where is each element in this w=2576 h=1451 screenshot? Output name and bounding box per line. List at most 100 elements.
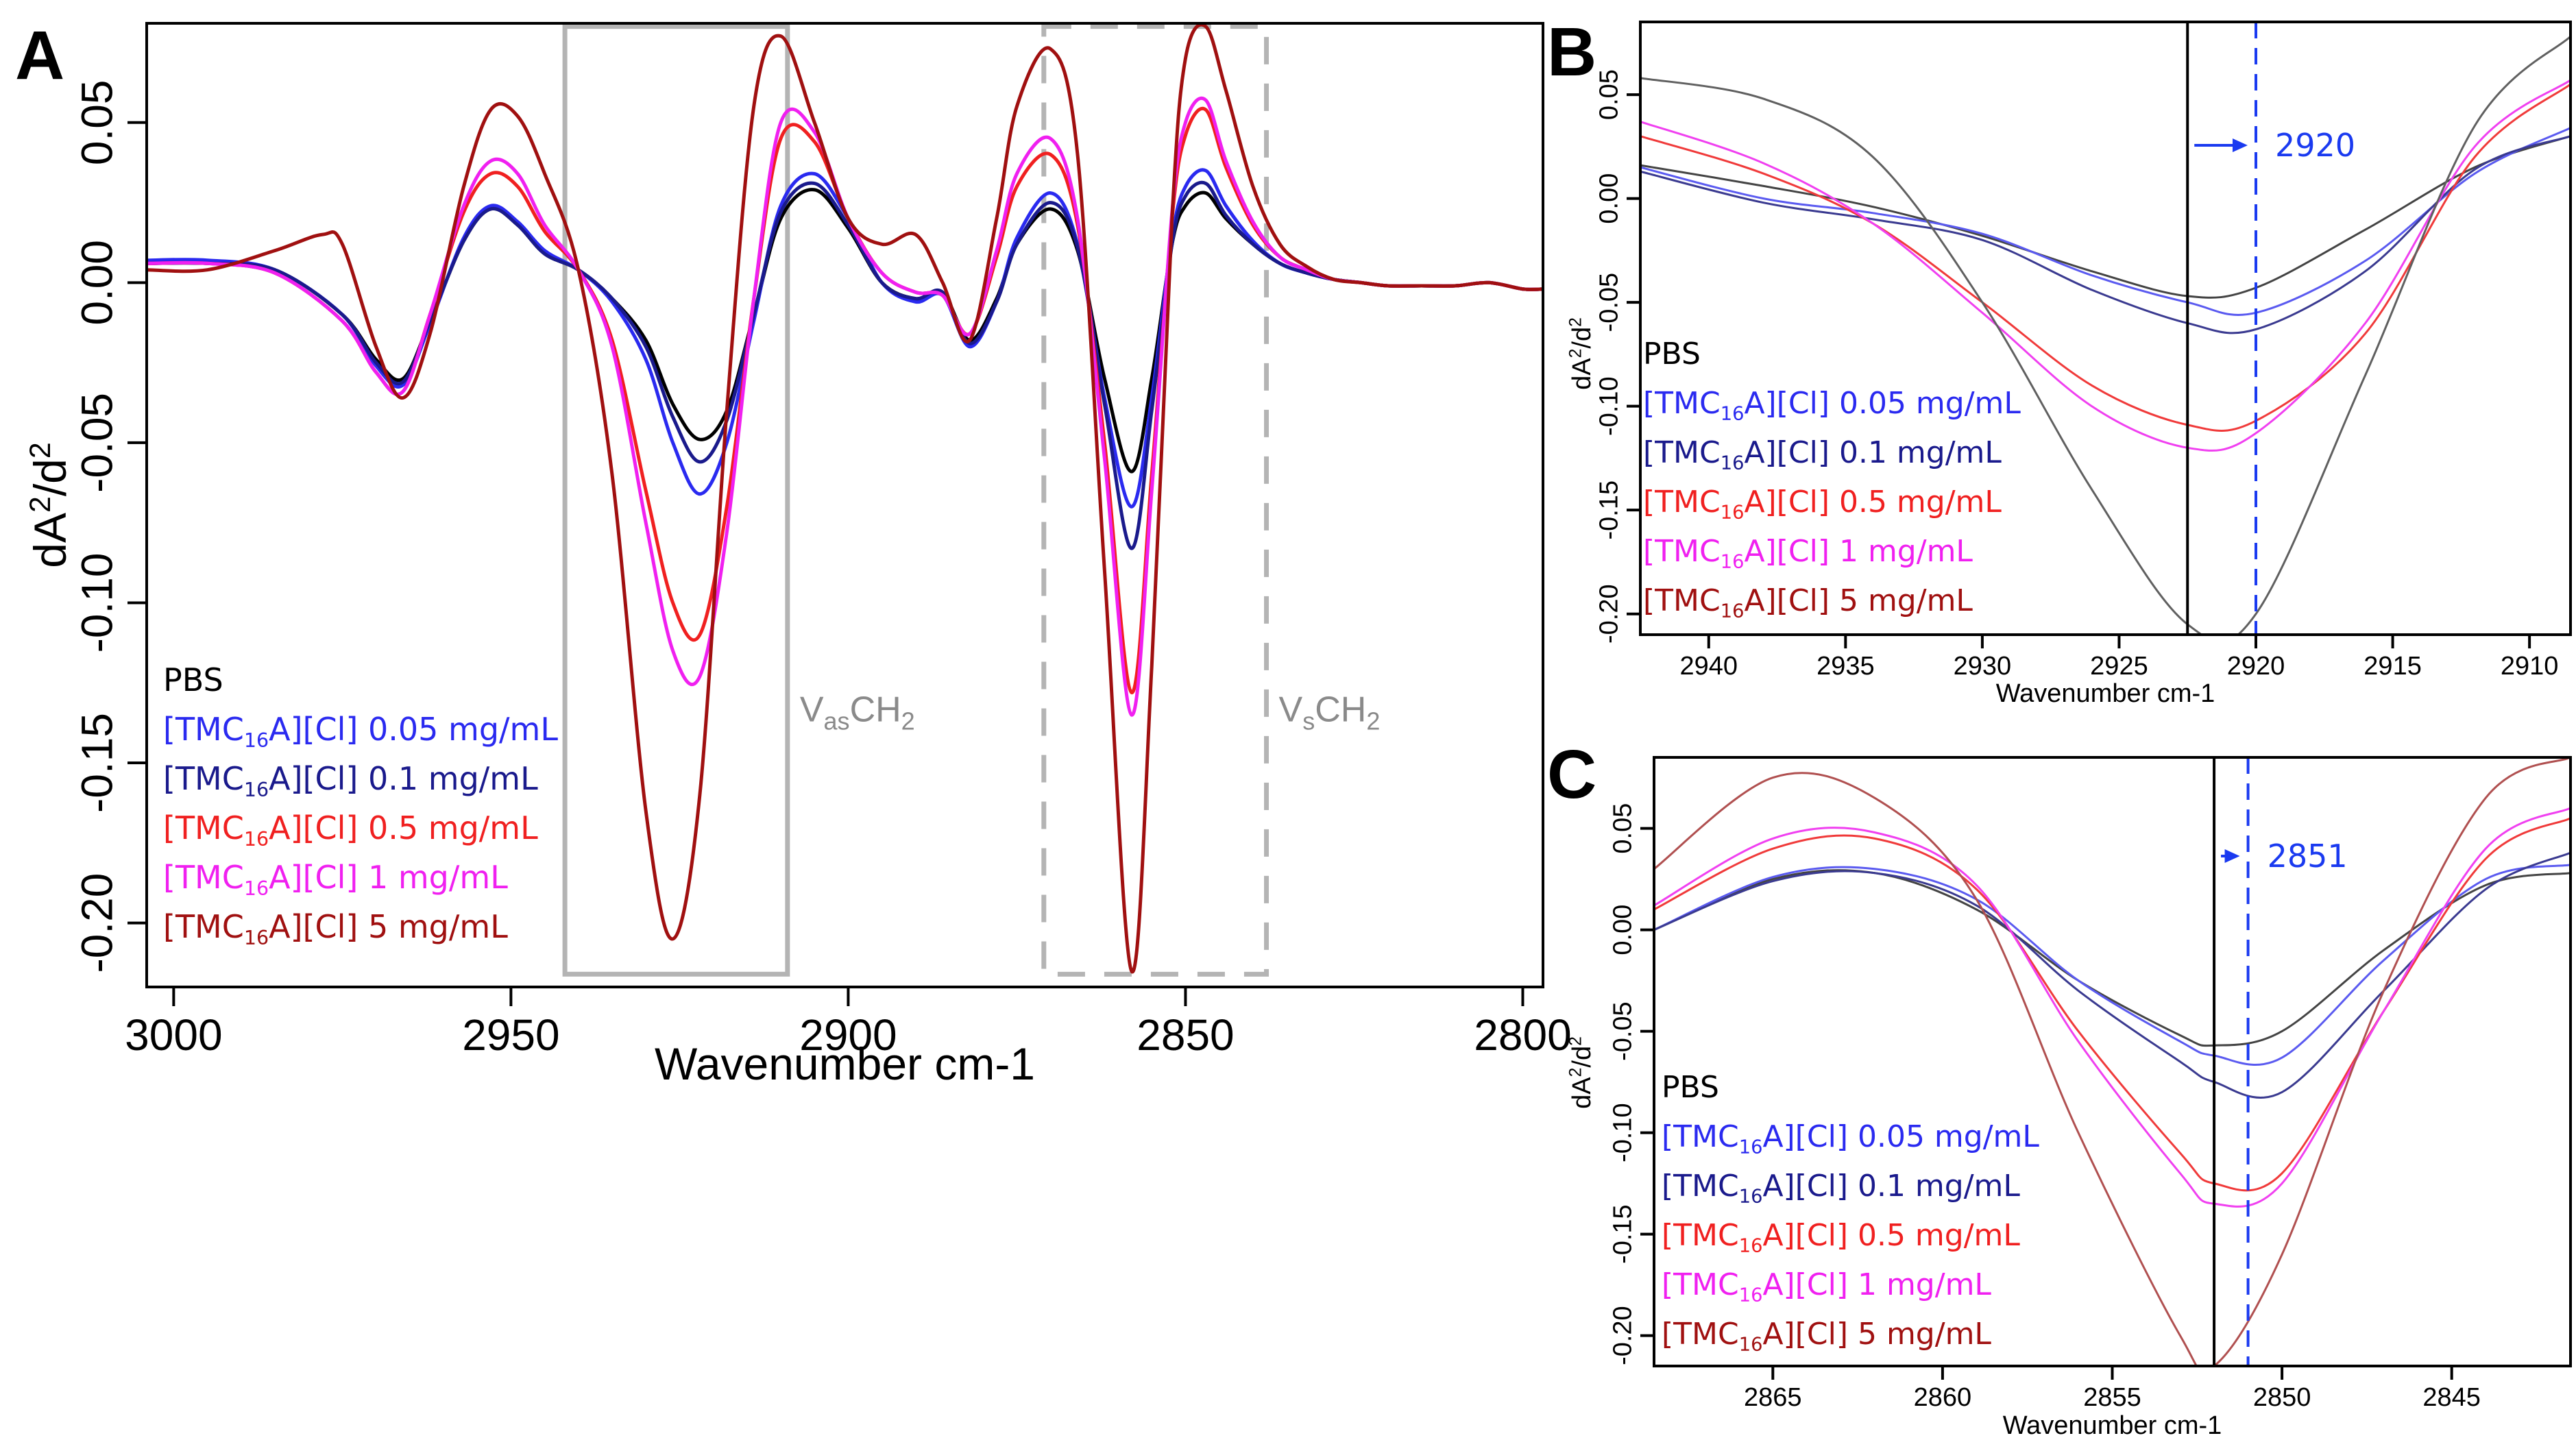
y-label-sup: 2: [1567, 349, 1585, 358]
y-tick-label-0: 0.05: [73, 80, 122, 166]
y-tick-label-5: -0.20: [1595, 584, 1624, 644]
plot-frame: [145, 22, 1544, 988]
x-tick-label-4: 2845: [2422, 1383, 2481, 1412]
y-label-main: dA: [25, 513, 75, 568]
panel-letter: B: [1547, 14, 1596, 90]
series-group: [1640, 36, 2571, 635]
series-group: [1654, 757, 2571, 1366]
legend-text-post: A][Cl] 1 mg/mL: [1744, 534, 1973, 569]
legend-sub: 16: [1739, 1334, 1763, 1356]
legend-sub: 16: [1721, 601, 1745, 622]
legend-sub: 16: [1721, 552, 1745, 573]
legend-text: [TMC: [1643, 386, 1721, 421]
legend-entry-2: [TMC16A][Cl] 0.1 mg/mL: [163, 760, 538, 801]
region-box-0: [562, 24, 790, 977]
legend-entry-4: [TMC16A][Cl] 1 mg/mL: [1643, 534, 1973, 573]
region-label-sub2: 2: [901, 707, 915, 735]
shift-label: 2920: [2275, 127, 2355, 164]
legend-entry-0: PBS: [1643, 337, 1701, 371]
region-label-main: V: [800, 690, 824, 729]
legend-entry-0: PBS: [163, 661, 223, 698]
series-line-3: [147, 106, 1543, 694]
legend-text: [TMC: [1662, 1119, 1739, 1154]
y-label-mid: /d: [1568, 1046, 1596, 1068]
x-axis-label: Wavenumber cm-1: [655, 1038, 1035, 1089]
shift-arrow-head: [2224, 849, 2240, 863]
legend-entry-4: [TMC16A][Cl] 1 mg/mL: [163, 859, 508, 900]
legend-text: [TMC: [163, 760, 244, 797]
panel-letter: A: [15, 17, 64, 94]
panel-letter: C: [1547, 736, 1596, 813]
legend-entry-0: PBS: [1662, 1070, 1719, 1105]
y-tick-label-1: 0.00: [1595, 173, 1624, 224]
y-label-sup: 2: [24, 496, 57, 513]
region-label-sub: as: [824, 707, 850, 735]
legend-entry-2: [TMC16A][Cl] 0.1 mg/mL: [1662, 1169, 2020, 1208]
y-label-sup2: 2: [24, 442, 57, 459]
series-line-4: [1654, 807, 2571, 1208]
y-label-mid: /d: [25, 459, 75, 496]
x-tick-label-2: 2855: [2083, 1383, 2141, 1412]
legend-entry-1: [TMC16A][Cl] 0.05 mg/mL: [1662, 1119, 2039, 1158]
y-tick-label-3: -0.10: [73, 553, 122, 653]
y-tick-label-2: -0.05: [1595, 273, 1624, 332]
legend-sub: 16: [1739, 1236, 1763, 1257]
y-label-main: dA: [1568, 1077, 1596, 1109]
y-label-main: dA: [1568, 358, 1596, 390]
legend-entry-1: [TMC16A][Cl] 0.05 mg/mL: [1643, 386, 2021, 425]
legend-sub: 16: [244, 729, 269, 752]
legend-entry-1: [TMC16A][Cl] 0.05 mg/mL: [163, 711, 558, 752]
y-tick-label-1: 0.00: [1609, 905, 1638, 955]
series-line-4: [147, 96, 1543, 717]
legend-text: [TMC: [1643, 534, 1721, 569]
region-label-rest: CH: [1315, 690, 1366, 729]
y-tick-label-0: 0.05: [1595, 69, 1624, 120]
legend-entry-2: [TMC16A][Cl] 0.1 mg/mL: [1643, 435, 2002, 474]
legend-text-post: A][Cl] 0.05 mg/mL: [269, 711, 558, 748]
legend-text-post: A][Cl] 0.5 mg/mL: [269, 809, 538, 846]
legend-entry-4: [TMC16A][Cl] 1 mg/mL: [1662, 1267, 1991, 1306]
legend-sub: 16: [1739, 1285, 1763, 1306]
x-tick-label-2: 2900: [799, 1010, 897, 1060]
y-tick-label-4: -0.15: [1595, 480, 1624, 540]
x-tick-label-1: 2950: [462, 1010, 559, 1060]
y-tick-label-5: -0.20: [1609, 1306, 1638, 1365]
series-line-2: [147, 180, 1543, 550]
x-tick-label-3: 2850: [1137, 1010, 1234, 1060]
y-label-sup2: 2: [1567, 1036, 1585, 1046]
y-label-sup2: 2: [1567, 317, 1585, 327]
region-label-0: VasCH2: [800, 690, 915, 735]
legend-text-post: A][Cl] 5 mg/mL: [1744, 583, 1973, 618]
legend-entry-5: [TMC16A][Cl] 5 mg/mL: [1662, 1317, 1991, 1356]
legend-text-post: A][Cl] 1 mg/mL: [1762, 1267, 1991, 1302]
legend-sub: 16: [1739, 1137, 1763, 1158]
x-tick-label-6: 2910: [2501, 652, 2559, 681]
y-tick-label-2: -0.05: [1609, 1001, 1638, 1061]
legend-text: [TMC: [163, 859, 244, 896]
y-tick-label-0: 0.05: [1609, 803, 1638, 854]
legend-sub: 16: [1721, 453, 1745, 474]
y-axis-label: dA2/d2: [1567, 1036, 1596, 1109]
x-tick-label-1: 2860: [1914, 1383, 1972, 1412]
legend-text: PBS: [163, 661, 223, 698]
legend-sub: 16: [244, 927, 269, 949]
legend-text-post: A][Cl] 0.05 mg/mL: [1762, 1119, 2039, 1154]
legend-sub: 16: [1721, 502, 1745, 524]
panel-b: 2920 2940 2935 2930 2925 2920 2915 2910 0.05 0.00…: [1547, 14, 2572, 708]
series-line-1: [1654, 864, 2571, 1066]
y-tick-label-1: 0.00: [73, 240, 122, 326]
x-axis-label: Wavenumber cm-1: [1996, 679, 2215, 708]
x-tick-label-2: 2930: [1954, 652, 2012, 681]
x-tick-label-0: 2940: [1680, 652, 1738, 681]
x-tick-label-3: 2850: [2253, 1383, 2311, 1412]
legend-text: [TMC: [1643, 485, 1721, 520]
legend-text: [TMC: [1662, 1169, 1739, 1204]
legend-sub: 16: [1739, 1186, 1763, 1208]
legend-text: [TMC: [1643, 435, 1721, 470]
series-line-5: [1654, 757, 2571, 1366]
legend-text: [TMC: [163, 711, 244, 748]
legend-entry-3: [TMC16A][Cl] 0.5 mg/mL: [1662, 1218, 2020, 1257]
region-box-1: [1041, 24, 1269, 977]
